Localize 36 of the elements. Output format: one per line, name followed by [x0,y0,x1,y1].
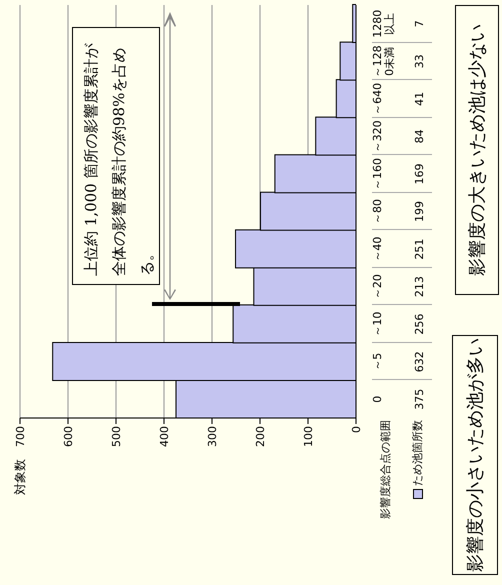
data-label: 84 [413,128,426,146]
data-label: 199 [413,200,426,224]
y-tick-label: ～10 [371,310,384,339]
y-tick-label: ～160 [371,156,384,192]
text: ため池箇所数 [410,420,425,486]
x-tick-label: 200 [254,426,267,447]
data-label: 213 [413,275,426,300]
x-tick-label: 700 [14,426,27,447]
y-tick-label: ～5 [371,352,384,373]
x-tick-label: 400 [158,426,171,447]
y-tick-label: ～640 [371,82,384,117]
data-label: 256 [413,312,426,337]
x-tick-label: 600 [62,426,75,447]
y-axis-title: 影響度総合点の範囲 [378,420,393,521]
y-tick-label: 0 [371,394,384,405]
y-tick-label: ～320 [371,119,384,154]
y-tick-label: ～20 [371,273,384,302]
y-tick-label: ～1280未満 [371,44,396,80]
data-label: 169 [413,162,426,186]
text: 影響度の大きいため池は少ない [455,5,499,295]
x-tick-label: 100 [302,426,315,447]
annotation: 上位約 1,000 箇所の影響度累計が全体の影響度累計の約98%を占める。 [72,27,160,285]
data-label: 33 [413,53,426,70]
data-label: 7 [413,19,426,30]
data-label: 632 [413,350,426,374]
text: 影響度の小さいため池が多い [452,335,498,575]
y-tick-label: ～80 [371,198,384,226]
text: 対象数 [12,459,28,495]
x-tick-label: 500 [110,426,123,447]
data-label: 251 [413,238,426,262]
x-tick-label: 0 [350,426,363,433]
y-tick-label: 1280以上 [371,8,396,40]
data-label: 375 [413,388,426,412]
x-tick-label: 300 [206,426,219,447]
y-tick-label: ～40 [371,236,384,264]
data-label: 41 [413,90,426,108]
